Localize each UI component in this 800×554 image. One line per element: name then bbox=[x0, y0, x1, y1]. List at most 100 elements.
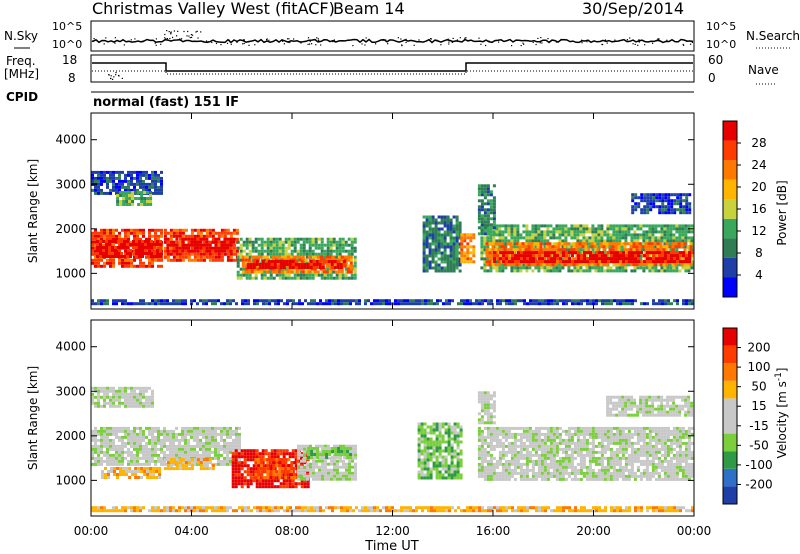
velocity-ylabel: Slant Range [km] bbox=[26, 366, 40, 470]
nsky-dot bbox=[287, 38, 289, 40]
power-colorbar-tick-label: 24 bbox=[751, 158, 766, 172]
nsky-dot bbox=[334, 41, 336, 43]
power-colorbar-segment bbox=[723, 121, 737, 141]
freq-tick-high: 18 bbox=[62, 53, 77, 67]
nsky-dot bbox=[657, 38, 659, 40]
power-band-5 bbox=[166, 237, 236, 253]
velocity-ytick-label: 4000 bbox=[55, 340, 86, 354]
nsky-dot bbox=[318, 39, 320, 41]
power-band-8 bbox=[246, 260, 346, 269]
beam-label: Beam 14 bbox=[333, 0, 405, 18]
nsky-dot bbox=[465, 37, 467, 39]
freq-tick-low: 8 bbox=[68, 71, 76, 85]
nsky-dot bbox=[448, 43, 450, 45]
nsky-dot bbox=[387, 43, 389, 45]
nsky-dot bbox=[307, 43, 309, 45]
nsearch-tick-high: 10^5 bbox=[706, 20, 736, 33]
power-ylabel: Slant Range [km] bbox=[26, 159, 40, 263]
nsky-dot bbox=[464, 39, 466, 41]
nsky-dot bbox=[172, 36, 174, 38]
nsky-dot bbox=[164, 33, 166, 36]
nsky-dot bbox=[293, 38, 295, 40]
nsky-dot bbox=[658, 38, 660, 40]
velocity-ytick-label: 3000 bbox=[55, 384, 86, 398]
plot-title: Christmas Valley West (fitACF) bbox=[92, 0, 335, 18]
velocity-colorbar-segment bbox=[723, 380, 737, 399]
power-yticks: 4000 3000 2000 1000 bbox=[55, 133, 694, 280]
nsky-dot bbox=[626, 39, 628, 41]
power-colorbar-label: Power [dB] bbox=[775, 180, 789, 245]
velocity-colorbar-frame bbox=[722, 327, 738, 505]
nsky-dot bbox=[436, 39, 438, 41]
nave-dot bbox=[110, 75, 112, 77]
velocity-colorbar bbox=[722, 327, 738, 505]
nsky-dot bbox=[397, 37, 399, 39]
nave-tick-high: 60 bbox=[708, 53, 723, 67]
nsky-dot bbox=[375, 43, 377, 45]
nsky-dot bbox=[282, 40, 284, 42]
nsky-dot bbox=[560, 38, 562, 40]
power-band-9 bbox=[422, 215, 462, 273]
nsky-dot bbox=[242, 43, 244, 45]
velocity-colorbar-segment bbox=[723, 433, 737, 452]
nsky-dot bbox=[405, 41, 407, 44]
nsky-dot bbox=[200, 31, 202, 33]
power-colorbar-tick-label: 8 bbox=[755, 246, 763, 260]
nsky-dot bbox=[581, 42, 583, 44]
nsky-dot bbox=[638, 41, 640, 43]
nsky-dot bbox=[196, 30, 198, 32]
nsky-dot bbox=[478, 37, 480, 39]
nsky-dot bbox=[498, 41, 500, 43]
nsky-dot bbox=[177, 30, 179, 32]
nsky-dot bbox=[229, 41, 231, 43]
nsky-dot bbox=[191, 36, 193, 38]
velocity-band-1 bbox=[91, 386, 154, 408]
velocity-band-11 bbox=[606, 395, 694, 417]
nsky-dot bbox=[365, 37, 367, 39]
nsky-dot bbox=[315, 44, 317, 46]
x-tick-label: 16:00 bbox=[476, 524, 511, 538]
velocity-colorbar-tick-label: -200 bbox=[745, 477, 772, 491]
nsky-dot bbox=[348, 39, 350, 42]
power-colorbar-tick-label: 4 bbox=[755, 268, 763, 282]
nave-scatter bbox=[108, 72, 123, 80]
velocity-colorbar-tick-label: 15 bbox=[751, 399, 766, 413]
nsky-dot bbox=[230, 43, 232, 45]
nsky-dot bbox=[254, 44, 256, 46]
nave-dot bbox=[112, 78, 114, 80]
nsky-dot bbox=[189, 37, 191, 39]
x-axis-label: Time UT bbox=[364, 539, 418, 554]
nsky-dot bbox=[166, 30, 168, 32]
nsky-dot bbox=[160, 43, 162, 45]
nsky-dot bbox=[535, 43, 537, 46]
nsearch-tick-low: 10^0 bbox=[706, 38, 736, 51]
velocity-colorbar-segment bbox=[723, 486, 737, 504]
velocity-band-10 bbox=[477, 391, 496, 425]
nsky-dot bbox=[243, 42, 245, 45]
power-band-15 bbox=[631, 193, 692, 215]
power-band-3 bbox=[116, 191, 153, 206]
nsky-dot bbox=[602, 43, 604, 46]
power-colorbar-tick-label: 20 bbox=[751, 180, 766, 194]
nsky-tick-high: 10^5 bbox=[52, 20, 82, 33]
nsky-dot bbox=[169, 37, 171, 40]
nsky-dot bbox=[226, 42, 229, 44]
nsky-dot bbox=[361, 43, 363, 45]
nsky-dot bbox=[287, 41, 289, 43]
nsky-dot bbox=[364, 44, 366, 46]
nsky-dot bbox=[130, 39, 132, 41]
nsky-dot bbox=[468, 40, 470, 42]
nsky-dot bbox=[333, 39, 335, 41]
nsky-dot bbox=[215, 42, 218, 45]
nsky-dot bbox=[523, 43, 525, 45]
nsky-dot bbox=[547, 38, 549, 40]
nsky-dot bbox=[430, 38, 432, 40]
nsky-dot bbox=[532, 41, 534, 43]
nsky-dot bbox=[155, 38, 157, 40]
x-tick-label: 04:00 bbox=[174, 524, 209, 538]
nsky-dot bbox=[176, 35, 178, 37]
nsky-dot bbox=[186, 35, 188, 37]
nsky-dot bbox=[541, 42, 543, 44]
nsky-dot bbox=[440, 44, 442, 46]
nsky-dot bbox=[105, 37, 107, 39]
